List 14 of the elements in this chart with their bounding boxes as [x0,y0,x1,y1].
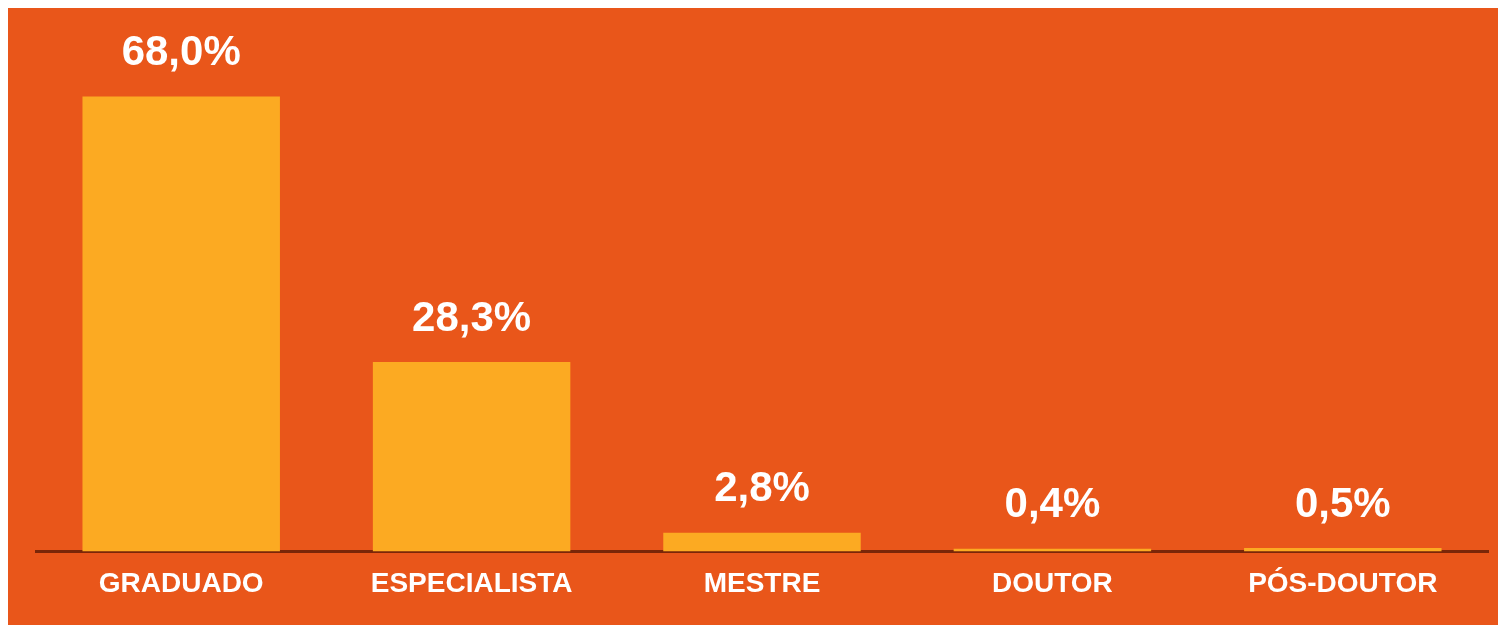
bar [82,96,280,552]
x-tick-label: GRADUADO [98,566,264,598]
bar [1244,548,1442,552]
x-tick-label: ESPECIALISTA [370,566,573,598]
data-label: 2,8% [714,463,810,511]
data-label: 28,3% [412,292,532,340]
data-label: 0,5% [1294,478,1391,526]
x-tick-label: DOUTOR [991,566,1113,598]
x-tick-label: PÓS-DOUTOR [1248,566,1438,598]
data-label: 0,4% [1004,479,1101,527]
data-label: 68,0% [121,26,241,74]
x-tick-label: MESTRE [703,566,821,598]
bar [663,532,861,552]
bar [372,362,571,552]
